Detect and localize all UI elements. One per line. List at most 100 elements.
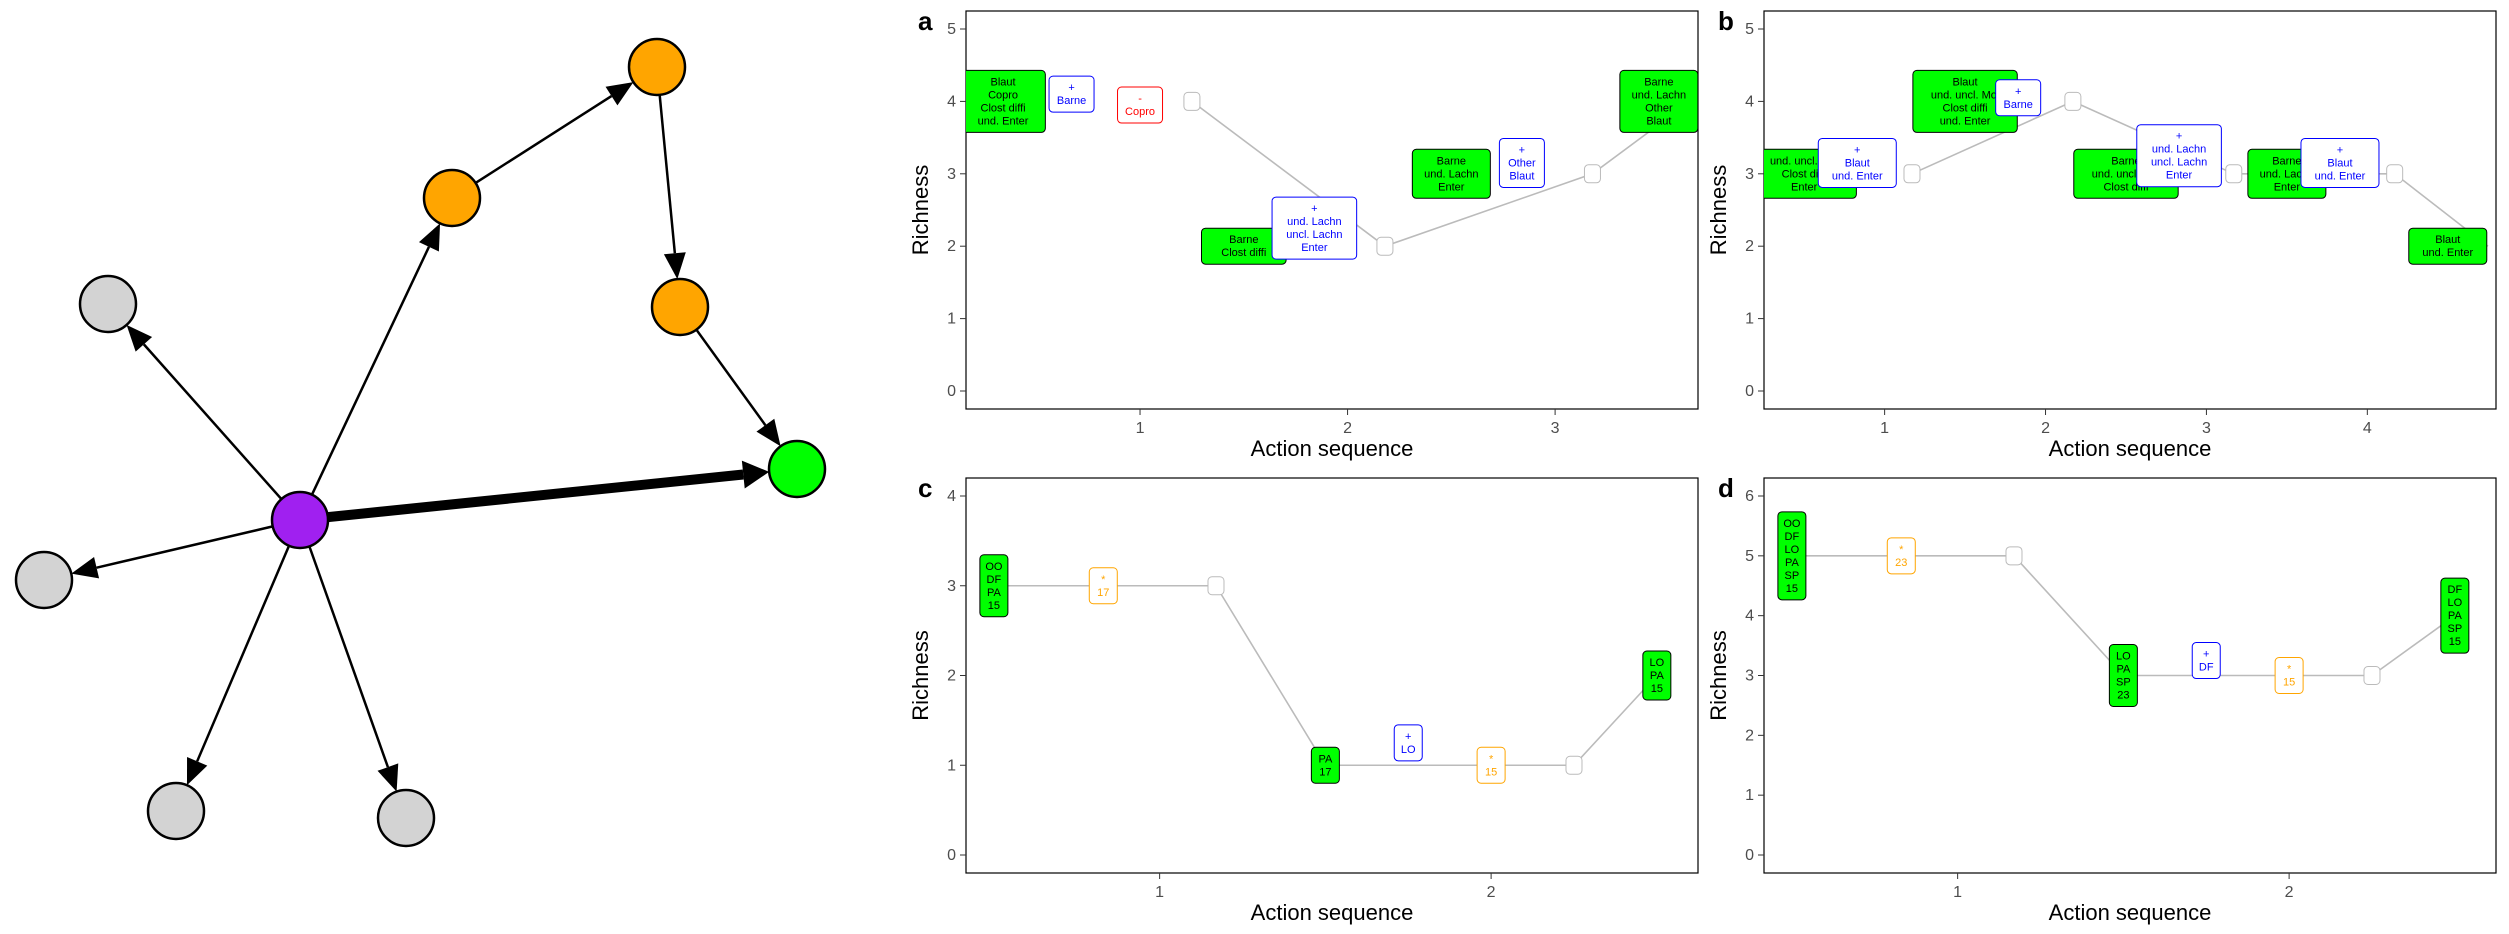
box-empty xyxy=(2363,666,2381,685)
node-green xyxy=(767,439,827,499)
x-tick-label: 1 xyxy=(1880,420,1889,437)
y-tick-label: 4 xyxy=(947,488,956,505)
node-grey2 xyxy=(14,550,74,610)
box-add xyxy=(1995,79,2042,117)
box-label: 15 xyxy=(1786,583,1798,595)
box-label: 15 xyxy=(1651,683,1663,695)
box-state xyxy=(1310,746,1340,784)
y-tick-label: 4 xyxy=(947,93,956,110)
box-empty xyxy=(1207,576,1225,596)
y-axis-title: Richness xyxy=(908,165,933,255)
box-label: PA xyxy=(1318,753,1333,765)
box-empty xyxy=(1376,236,1394,256)
y-tick-label: 1 xyxy=(947,757,956,774)
box-label: + xyxy=(2176,131,2182,143)
x-tick-label: 2 xyxy=(1343,420,1352,437)
y-tick-label: 4 xyxy=(1745,93,1754,110)
x-axis-title: Action sequence xyxy=(1251,436,1414,461)
y-tick-label: 1 xyxy=(947,311,956,328)
box-label: + xyxy=(1519,144,1525,156)
arrowhead-orange2-orange3 xyxy=(663,252,686,280)
node-box-empty xyxy=(1183,91,1201,111)
box-label: Blaut xyxy=(1953,76,1978,88)
node-orange1 xyxy=(422,168,482,228)
edge-purple-grey4 xyxy=(308,545,390,768)
box-empty xyxy=(1583,164,1601,184)
box-label: Copro xyxy=(1125,106,1155,118)
box-label: + xyxy=(1405,731,1411,743)
box-state xyxy=(2440,577,2470,654)
box-state xyxy=(1777,511,1807,601)
box-label: Enter xyxy=(1301,242,1328,254)
box-add xyxy=(2300,137,2380,188)
box-remove xyxy=(1117,86,1164,124)
box-label: Barne xyxy=(2111,155,2140,167)
node-box-empty xyxy=(2005,546,2023,566)
node-grey1 xyxy=(78,274,138,334)
y-tick-label: 0 xyxy=(947,847,956,864)
y-axis-title: Richness xyxy=(1706,630,1731,720)
arrowhead-purple-orange1 xyxy=(419,223,441,252)
node-grey3 xyxy=(146,781,206,841)
box-label: OO xyxy=(1783,518,1801,530)
x-tick-label: 4 xyxy=(2363,420,2372,437)
box-label: 17 xyxy=(1319,766,1331,778)
node-box-empty xyxy=(1376,236,1394,256)
box-add xyxy=(1817,137,1897,188)
box-orange xyxy=(1886,537,1916,575)
x-tick-label: 2 xyxy=(1487,884,1496,901)
node-box-orange: *15 xyxy=(2274,657,2304,694)
box-label: Barne xyxy=(1229,234,1258,246)
box-state xyxy=(2108,644,2138,707)
y-tick-label: 5 xyxy=(1745,21,1754,38)
box-add xyxy=(1048,75,1095,113)
y-tick-label: 2 xyxy=(947,238,956,255)
box-label: * xyxy=(1489,753,1494,765)
box-label: und. Lachn xyxy=(1424,168,1478,180)
node-orange2 xyxy=(627,37,687,97)
x-tick-label: 3 xyxy=(2202,420,2211,437)
y-tick-label: 5 xyxy=(947,21,956,38)
x-tick-label: 2 xyxy=(2041,420,2050,437)
box-add xyxy=(1271,196,1358,260)
box-label: * xyxy=(2287,664,2292,676)
y-tick-label: 4 xyxy=(1745,608,1754,625)
edge-purple-green xyxy=(327,469,744,523)
box-label: PA xyxy=(1650,670,1665,682)
box-state xyxy=(1411,148,1491,199)
box-label: + xyxy=(2203,649,2209,661)
box-label: Clost diffi xyxy=(981,102,1026,114)
box-label: 15 xyxy=(2449,636,2461,648)
box-label: Barne xyxy=(2272,155,2301,167)
node-box-empty xyxy=(1583,164,1601,184)
node-orange3 xyxy=(650,277,710,337)
box-empty xyxy=(1183,91,1201,111)
box-empty xyxy=(1565,755,1583,775)
node-box-empty xyxy=(2386,164,2404,184)
richness-line xyxy=(1191,100,1691,248)
y-tick-label: 2 xyxy=(947,668,956,685)
panel-letter: c xyxy=(918,473,932,503)
box-label: Clost diffi xyxy=(1943,102,1988,114)
box-label: und. Enter xyxy=(2315,170,2366,182)
box-label: Blaut xyxy=(1646,115,1671,127)
box-add xyxy=(2136,124,2222,188)
box-orange xyxy=(1088,567,1118,605)
arrowhead-purple-grey4 xyxy=(377,763,399,792)
box-label: LO xyxy=(2116,651,2131,663)
box-label: 23 xyxy=(2117,690,2129,702)
y-tick-label: 3 xyxy=(947,166,956,183)
box-label: 15 xyxy=(988,600,1000,612)
y-tick-label: 0 xyxy=(1745,383,1754,400)
